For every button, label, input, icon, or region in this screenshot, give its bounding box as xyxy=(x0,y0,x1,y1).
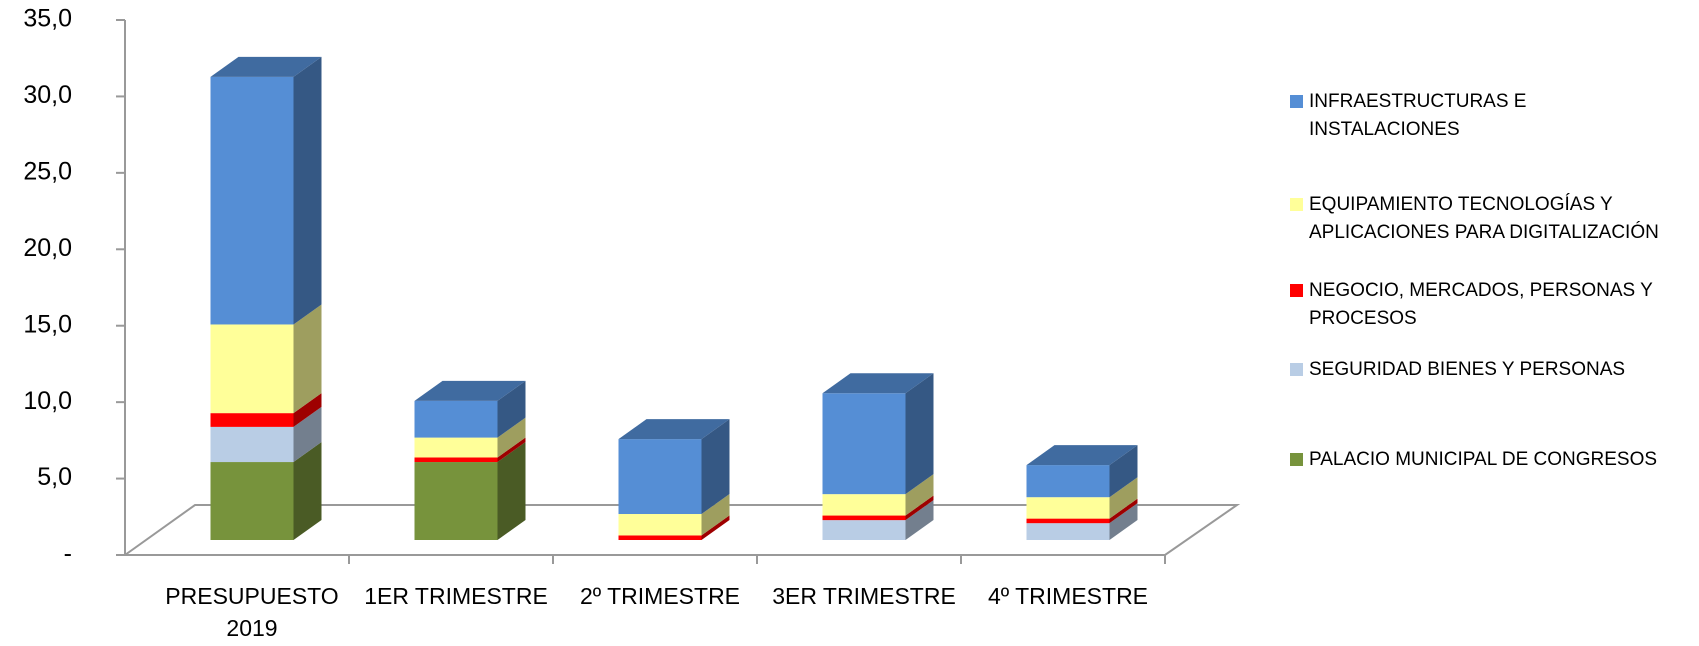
bar-side xyxy=(905,500,934,540)
y-tick-label: 35,0 xyxy=(23,5,72,33)
legend-swatch xyxy=(1290,363,1303,376)
legend-item: SEGURIDAD BIENES Y PERSONAS xyxy=(1290,356,1690,384)
legend-swatch xyxy=(1290,453,1303,466)
bar-side xyxy=(497,380,526,438)
bar-side xyxy=(905,474,934,516)
legend-swatch xyxy=(1290,198,1303,211)
legend-label: SEGURIDAD BIENES Y PERSONAS xyxy=(1309,359,1626,380)
x-tick-label: 4º TRIMESTRE xyxy=(987,583,1149,609)
bar-side xyxy=(701,419,730,515)
bar-top xyxy=(210,56,322,77)
y-tick-label: 15,0 xyxy=(23,310,72,338)
bar-top xyxy=(1026,445,1138,466)
bar-side xyxy=(1109,498,1138,524)
bar-side xyxy=(905,495,934,521)
x-tick-label: 1ER TRIMESTRE xyxy=(364,583,548,609)
bar-side xyxy=(905,373,934,495)
bar-top xyxy=(618,419,730,440)
bar-segment xyxy=(822,515,906,521)
bar-segment xyxy=(210,426,294,463)
y-tick-label: 10,0 xyxy=(23,387,72,415)
bar-side xyxy=(1109,445,1138,498)
bar-side xyxy=(701,494,730,536)
bar-segment xyxy=(414,437,498,458)
bar-segment xyxy=(1026,465,1110,498)
bar-segment xyxy=(414,462,498,540)
bar-segment xyxy=(414,400,498,438)
legend-item: EQUIPAMIENTO TECNOLOGÍAS Y APLICACIONES … xyxy=(1290,191,1690,247)
bar-side xyxy=(1109,477,1138,519)
bar-side xyxy=(293,393,322,427)
bar-segment xyxy=(210,462,294,540)
y-tick-label: 30,0 xyxy=(23,81,72,109)
x-tick-label: PRESUPUESTO 2019 xyxy=(165,583,339,641)
y-tick-label: - xyxy=(64,540,72,568)
legend-label: NEGOCIO, MERCADOS, PERSONAS Y PROCESOS xyxy=(1309,280,1653,329)
bar-side xyxy=(293,406,322,463)
bar-segment xyxy=(618,535,702,540)
bar-side xyxy=(497,437,526,463)
legend-swatch xyxy=(1290,95,1303,108)
legend-item: INFRAESTRUCTURAS E INSTALACIONES xyxy=(1290,88,1690,144)
legend-label: EQUIPAMIENTO TECNOLOGÍAS Y APLICACIONES … xyxy=(1309,194,1659,243)
bar-segment xyxy=(1026,523,1110,540)
bar-segment xyxy=(618,514,702,536)
bar-segment xyxy=(1026,518,1110,524)
bar-segment xyxy=(822,520,906,540)
bar-side xyxy=(293,56,322,325)
bar-segment xyxy=(414,457,498,463)
legend-label: PALACIO MUNICIPAL DE CONGRESOS xyxy=(1309,449,1658,470)
legend-label: INFRAESTRUCTURAS E INSTALACIONES xyxy=(1309,91,1527,140)
y-tick-label: 5,0 xyxy=(37,463,72,491)
bar-segment xyxy=(1026,497,1110,519)
floor xyxy=(121,504,1241,556)
y-tick-label: 20,0 xyxy=(23,234,72,262)
bar-segment xyxy=(822,494,906,516)
y-tick-label: 25,0 xyxy=(23,157,72,185)
bar-segment xyxy=(210,76,294,325)
bar-top xyxy=(414,380,526,401)
legend-swatch xyxy=(1290,284,1303,297)
bar-side xyxy=(497,442,526,540)
legend-item: PALACIO MUNICIPAL DE CONGRESOS xyxy=(1290,446,1690,474)
legend-item: NEGOCIO, MERCADOS, PERSONAS Y PROCESOS xyxy=(1290,277,1690,333)
bar-segment xyxy=(210,324,294,414)
bar-side xyxy=(293,442,322,540)
bar-side xyxy=(497,417,526,458)
x-tick-label: 3ER TRIMESTRE xyxy=(772,583,956,609)
bar-segment xyxy=(618,439,702,515)
bar-side xyxy=(293,304,322,414)
bar-segment xyxy=(822,393,906,495)
x-tick-label: 2º TRIMESTRE xyxy=(579,583,741,609)
bar-side xyxy=(1109,503,1138,540)
bar-side xyxy=(701,515,730,540)
bar-segment xyxy=(210,413,294,427)
bar-top xyxy=(822,373,934,394)
